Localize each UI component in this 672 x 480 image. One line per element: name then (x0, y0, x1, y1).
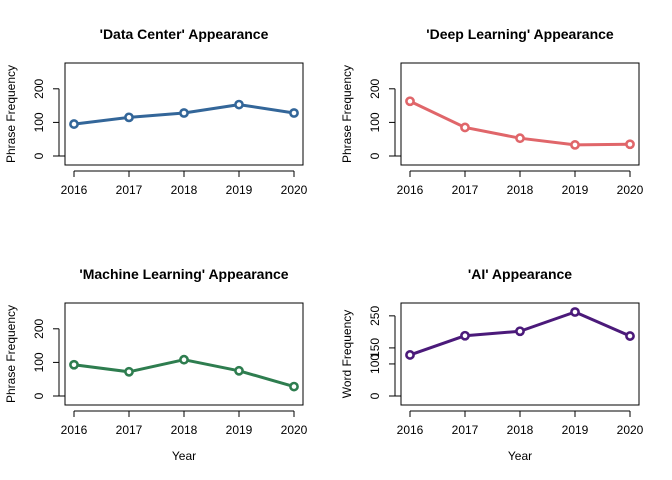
data-point (625, 139, 635, 150)
data-point (515, 133, 525, 144)
y-tick-label: 200 (368, 78, 382, 98)
y-tick-label: 150 (368, 338, 382, 358)
data-point (124, 366, 134, 377)
y-tick-label: 0 (368, 392, 382, 399)
data-point (69, 119, 79, 129)
y-axis-label: Word Frequency (340, 310, 354, 398)
plot-frame (64, 62, 304, 166)
chart-panel-4: 'AI' Appearance Word Frequency Year 0 100150… (340, 266, 644, 463)
x-tick-label: 2016 (61, 423, 88, 437)
x-tick-label: 2020 (617, 423, 644, 437)
data-point (570, 140, 580, 150)
x-tick-label: 2017 (116, 183, 143, 197)
y-tick-label: 200 (32, 318, 46, 338)
chart-panel-2: 'Deep Learning' Appearance Phrase Frequen… (340, 26, 644, 197)
y-tick-label: 100 (368, 354, 382, 374)
data-point (179, 354, 189, 365)
x-tick-label: 2018 (507, 183, 534, 197)
x-tick-label: 2016 (61, 183, 88, 197)
data-point (515, 326, 525, 337)
data-point (460, 122, 470, 133)
x-tick-label: 2019 (562, 423, 589, 437)
data-point (460, 330, 470, 341)
x-tick-label: 2019 (226, 423, 253, 437)
chart-panel-3: 'Machine Learning' Appearance Phrase Freq… (4, 266, 308, 463)
data-point (625, 331, 635, 341)
x-tick-label: 2020 (281, 183, 308, 197)
data-point (405, 350, 415, 360)
data-point (289, 108, 299, 118)
y-axis-label: Phrase Frequency (4, 65, 18, 163)
y-tick-label: 250 (368, 306, 382, 326)
data-point (289, 381, 299, 392)
x-axis-label: Year (172, 449, 196, 463)
data-point (234, 365, 244, 376)
chart-title: 'Machine Learning' Appearance (79, 266, 288, 282)
y-tick-label: 100 (368, 112, 382, 132)
x-tick-label: 2019 (226, 183, 253, 197)
y-tick-label: 200 (32, 78, 46, 98)
plot-frame (400, 302, 640, 406)
y-axis-label: Phrase Frequency (4, 305, 18, 403)
plot-frame (400, 62, 640, 166)
plot-frame (64, 302, 304, 406)
x-tick-label: 2019 (562, 183, 589, 197)
x-tick-label: 2020 (281, 423, 308, 437)
data-point (69, 359, 79, 370)
x-tick-label: 2018 (171, 423, 198, 437)
chart-panel-1: 'Data Center' Appearance Phrase Frequency… (4, 26, 308, 197)
y-tick-label: 0 (32, 392, 46, 399)
x-tick-label: 2018 (507, 423, 534, 437)
y-axis-label: Phrase Frequency (340, 65, 354, 163)
y-tick-label: 0 (32, 152, 46, 159)
x-tick-label: 2017 (452, 183, 479, 197)
data-point (405, 96, 415, 107)
x-tick-label: 2016 (397, 183, 424, 197)
data-point (179, 108, 189, 118)
x-tick-label: 2020 (617, 183, 644, 197)
x-axis-label: Year (508, 449, 532, 463)
x-tick-label: 2018 (171, 183, 198, 197)
chart-title: 'Data Center' Appearance (100, 26, 269, 42)
chart-title: 'Deep Learning' Appearance (426, 26, 614, 42)
y-tick-label: 100 (32, 352, 46, 372)
y-tick-label: 0 (368, 152, 382, 159)
x-tick-label: 2017 (116, 423, 143, 437)
x-tick-label: 2016 (397, 423, 424, 437)
data-point (124, 112, 134, 123)
data-point (234, 99, 244, 110)
chart-title: 'AI' Appearance (468, 266, 572, 282)
x-tick-label: 2017 (452, 423, 479, 437)
data-point (570, 307, 580, 317)
y-tick-label: 100 (32, 112, 46, 132)
